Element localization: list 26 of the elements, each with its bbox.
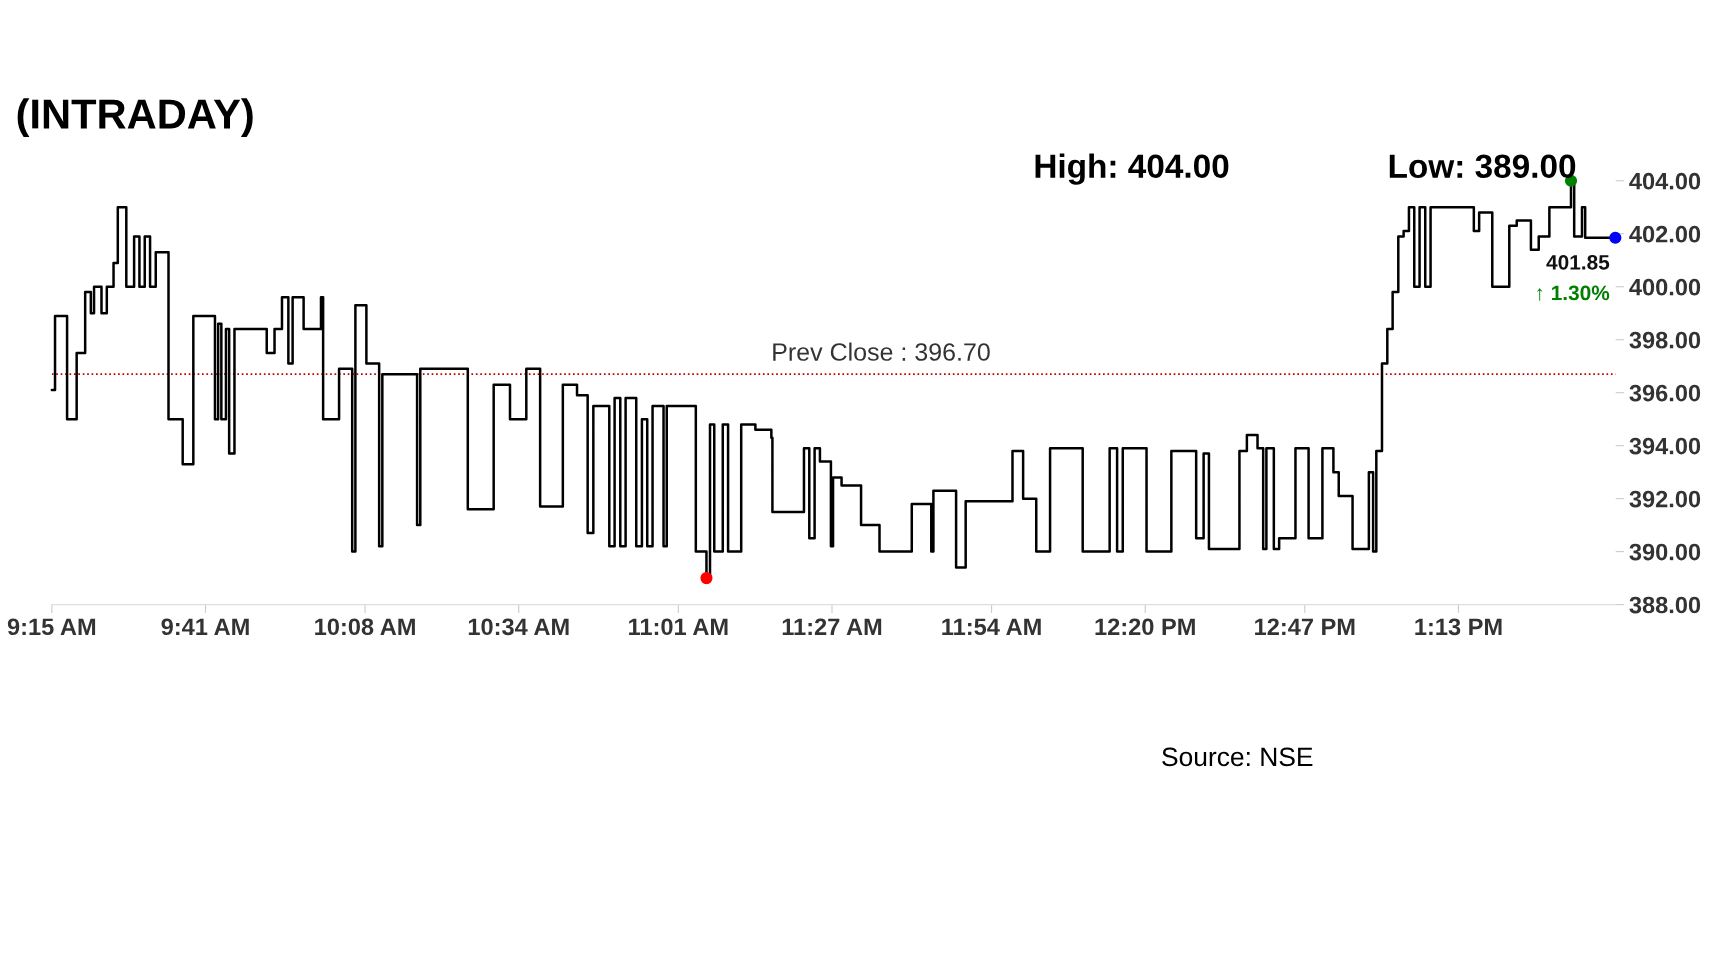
x-tick-label: 12:47 PM [1255, 618, 1355, 635]
y-tick-label: 404.00 [1629, 172, 1701, 190]
chart-title: (INTRADAY) [17, 98, 253, 138]
annotation: 401.85 [1546, 254, 1610, 270]
x-tick-label: 10:08 AM [315, 618, 415, 636]
x-tick-label: 11:01 AM [629, 618, 728, 636]
y-tick-label: 398.00 [1629, 331, 1701, 349]
annotation: High: 404.00 [1035, 153, 1229, 185]
y-tick-label: 394.00 [1629, 437, 1701, 455]
y-tick-label: 392.00 [1629, 490, 1701, 508]
y-tick-label: 400.00 [1629, 278, 1701, 296]
x-tick-label: 9:15 AM [7, 618, 96, 636]
x-tick-label: 10:34 AM [468, 618, 569, 636]
x-tick-label: 11:54 AM [942, 618, 1041, 636]
text: Low: 389.00 [1389, 154, 1576, 179]
y-tick-label: 396.00 [1629, 384, 1701, 402]
y-tick-label: 390.00 [1629, 543, 1701, 561]
y-tick-label: 388.00 [1629, 596, 1701, 614]
x-tick-label: 9:41 AM [161, 618, 249, 636]
y-tick-label: 402.00 [1629, 225, 1701, 243]
ref-line-label: Prev Close : 396.70 [773, 342, 990, 361]
source-note: Source: NSE [1162, 747, 1313, 767]
x-tick-label: 12:20 PM [1095, 618, 1195, 636]
x-tick-label: 11:27 AM [782, 618, 882, 635]
x-tick-label: 1:13 PM [1415, 618, 1502, 636]
annotation: ↑ 1.30% [1537, 285, 1610, 301]
